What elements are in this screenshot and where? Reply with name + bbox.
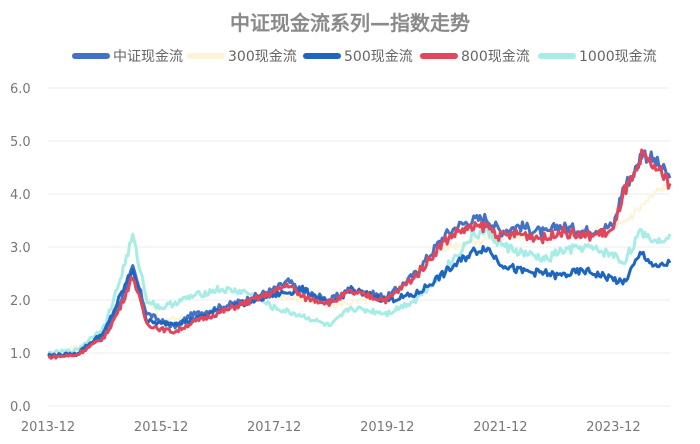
x-tick-label: 2017-12 <box>247 420 301 435</box>
y-tick-label: 5.0 <box>10 135 31 150</box>
legend-label: 300现金流 <box>228 49 297 65</box>
x-axis: 2013-12 2015-12 2017-12 2019-12 2021-12 2023-… <box>21 420 641 435</box>
y-tick-label: 0.0 <box>10 400 31 415</box>
legend-label: 500现金流 <box>344 49 413 65</box>
y-tick-label: 2.0 <box>10 294 31 309</box>
plot-area <box>47 148 672 360</box>
series-line-3 <box>47 148 672 360</box>
series-line-0 <box>47 149 672 359</box>
x-tick-label: 2023-12 <box>586 420 640 435</box>
legend-label: 800现金流 <box>461 49 530 65</box>
y-tick-label: 3.0 <box>10 241 31 256</box>
legend: 中证现金流 300现金流 500现金流 800现金流 1000现金流 <box>72 49 657 65</box>
y-tick-label: 1.0 <box>10 347 31 362</box>
x-tick-label: 2015-12 <box>134 420 188 435</box>
y-tick-label: 6.0 <box>10 82 31 97</box>
legend-label: 1000现金流 <box>579 49 657 65</box>
series-line-2 <box>47 245 672 359</box>
x-tick-label: 2019-12 <box>360 420 414 435</box>
x-tick-label: 2021-12 <box>473 420 527 435</box>
y-tick-label: 4.0 <box>10 188 31 203</box>
y-axis: 0.0 1.0 2.0 3.0 4.0 5.0 6.0 <box>10 82 31 415</box>
series-line-4 <box>47 226 672 356</box>
chart-title: 中证现金流系列—指数走势 <box>230 11 470 35</box>
x-tick-label: 2013-12 <box>21 420 75 435</box>
legend-label: 中证现金流 <box>113 49 183 65</box>
